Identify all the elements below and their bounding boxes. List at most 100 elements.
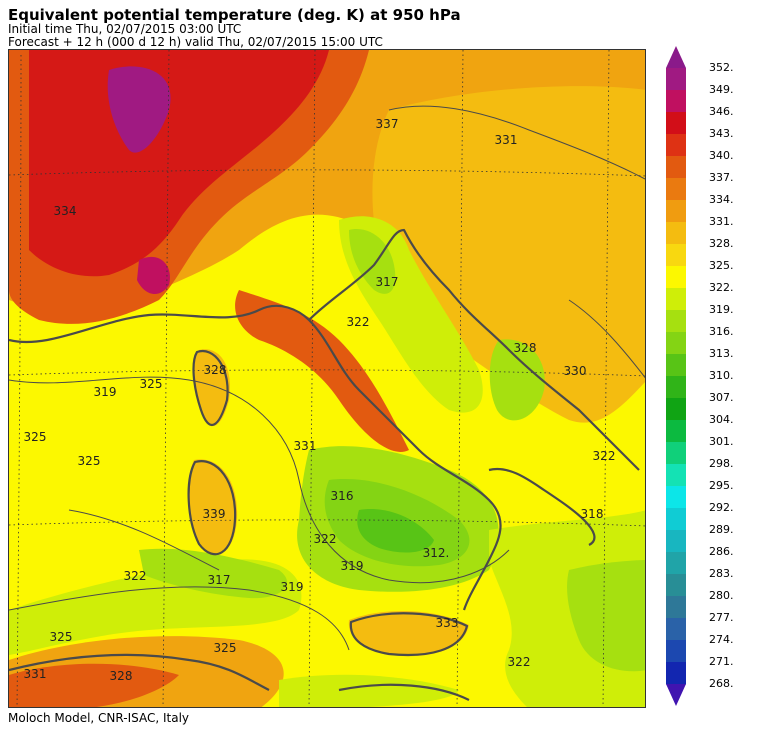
colorbar-label: 340.: [709, 149, 734, 162]
contour-label: 331: [294, 439, 317, 453]
colorbar-label: 334.: [709, 193, 734, 206]
colorbar-label: 295.: [709, 479, 734, 492]
field-balkan-green: [489, 339, 545, 421]
contour-label: 322: [314, 532, 337, 546]
contour-label: 331: [24, 667, 47, 681]
contour-label: 322: [347, 315, 370, 329]
field-africa-green: [279, 674, 459, 707]
contour-label: 316: [331, 489, 354, 503]
colorbar-swatch: [666, 332, 686, 355]
colorbar-label: 268.: [709, 677, 734, 690]
colorbar-swatch: [666, 156, 686, 179]
colorbar-swatch: [666, 486, 686, 509]
colorbar-swatch: [666, 134, 686, 157]
colorbar-label: 301.: [709, 435, 734, 448]
colorbar-swatch: [666, 530, 686, 553]
contour-label: 330: [564, 364, 587, 378]
field-adriatic-light: [349, 229, 396, 294]
field-corsica: [194, 349, 230, 427]
colorbar-swatch: [666, 68, 686, 91]
field-purple-peak: [107, 66, 171, 153]
contour-label: 325: [50, 630, 73, 644]
contour-label: 319: [281, 580, 304, 594]
colorbar-swatch: [666, 398, 686, 421]
colorbar-swatch: [666, 420, 686, 443]
field-ionian-core: [567, 560, 645, 672]
field-tyrrhenian-core: [357, 509, 434, 553]
field-sardinia: [187, 459, 238, 556]
contour-label: 325: [214, 641, 237, 655]
colorbar-label: 274.: [709, 633, 734, 646]
contour-label: 319: [94, 385, 117, 399]
contour-label: 325: [78, 454, 101, 468]
field-amber-east: [372, 86, 645, 423]
colorbar-swatch: [666, 574, 686, 597]
colorbar-swatch: [666, 442, 686, 465]
colorbar-swatch: [666, 552, 686, 575]
colorbar-swatch: [666, 112, 686, 135]
map-panel: 337 331 334 317 322 328 330 328 319 325 325 325 331 3…: [8, 49, 646, 708]
colorbar-swatch: [666, 266, 686, 289]
colorbar-swatches: [666, 46, 686, 706]
contour-label: 339: [203, 507, 226, 521]
contour-label: 328: [204, 363, 227, 377]
map-title: Equivalent potential temperature (deg. K…: [8, 6, 461, 24]
colorbar-label: 277.: [709, 611, 734, 624]
colorbar-label: 319.: [709, 303, 734, 316]
colorbar-swatch: [666, 596, 686, 619]
contour-label: 337: [376, 117, 399, 131]
colorbar-swatch: [666, 178, 686, 201]
colorbar-swatch: [666, 90, 686, 113]
map-canvas: 337 331 334 317 322 328 330 328 319 325 325 325 331 3…: [9, 50, 645, 707]
colorbar-swatch: [666, 662, 686, 685]
colorbar-swatch: [666, 464, 686, 487]
colorbar-swatch: [666, 640, 686, 663]
coastlines: [9, 228, 640, 701]
field-sicily: [348, 610, 469, 657]
colorbar-label: 322.: [709, 281, 734, 294]
colorbar-label: 325.: [709, 259, 734, 272]
contour-label: 317: [376, 275, 399, 289]
field-magenta-spot: [137, 256, 170, 295]
colorbar-label: 349.: [709, 83, 734, 96]
contour-label: 331: [495, 133, 518, 147]
contour-label: 334: [54, 204, 77, 218]
contour-label: 325: [140, 377, 163, 391]
colorbar-label: 313.: [709, 347, 734, 360]
colorbar-swatch: [666, 310, 686, 333]
colorbar-label: 289.: [709, 523, 734, 536]
colorbar-label: 316.: [709, 325, 734, 338]
contour-label: 322: [124, 569, 147, 583]
field-africa-red: [9, 663, 179, 707]
colorbar-swatch: [666, 288, 686, 311]
initial-time-label: Initial time Thu, 02/07/2015 03:00 UTC: [8, 22, 242, 36]
colorbar-label: 343.: [709, 127, 734, 140]
colorbar-label: 271.: [709, 655, 734, 668]
contour-label: 318: [581, 507, 604, 521]
colorbar-label: 292.: [709, 501, 734, 514]
contour-label: 319: [341, 559, 364, 573]
colorbar-label: 331.: [709, 215, 734, 228]
colorbar-swatch: [666, 222, 686, 245]
isolines: [9, 105, 645, 651]
colorbar-swatch: [666, 244, 686, 267]
colorbar-label: 346.: [709, 105, 734, 118]
colorbar-label: 286.: [709, 545, 734, 558]
contour-label: 317: [208, 573, 231, 587]
field-sardinia-green: [139, 548, 288, 599]
field-apennine-red: [235, 290, 409, 452]
contour-label: 322: [508, 655, 531, 669]
field-deep-red: [29, 50, 329, 277]
colorbar-swatch: [666, 354, 686, 377]
colorbar-top-arrow: [666, 46, 686, 68]
colorbar-swatch: [666, 200, 686, 223]
contour-label: 325: [24, 430, 47, 444]
colorbar-swatch: [666, 618, 686, 641]
colorbar: [663, 46, 753, 714]
colorbar-label: 310.: [709, 369, 734, 382]
colorbar-label: 307.: [709, 391, 734, 404]
colorbar-swatch: [666, 376, 686, 399]
colorbar-label: 304.: [709, 413, 734, 426]
colorbar-label: 352.: [709, 61, 734, 74]
contour-label: 328: [110, 669, 133, 683]
